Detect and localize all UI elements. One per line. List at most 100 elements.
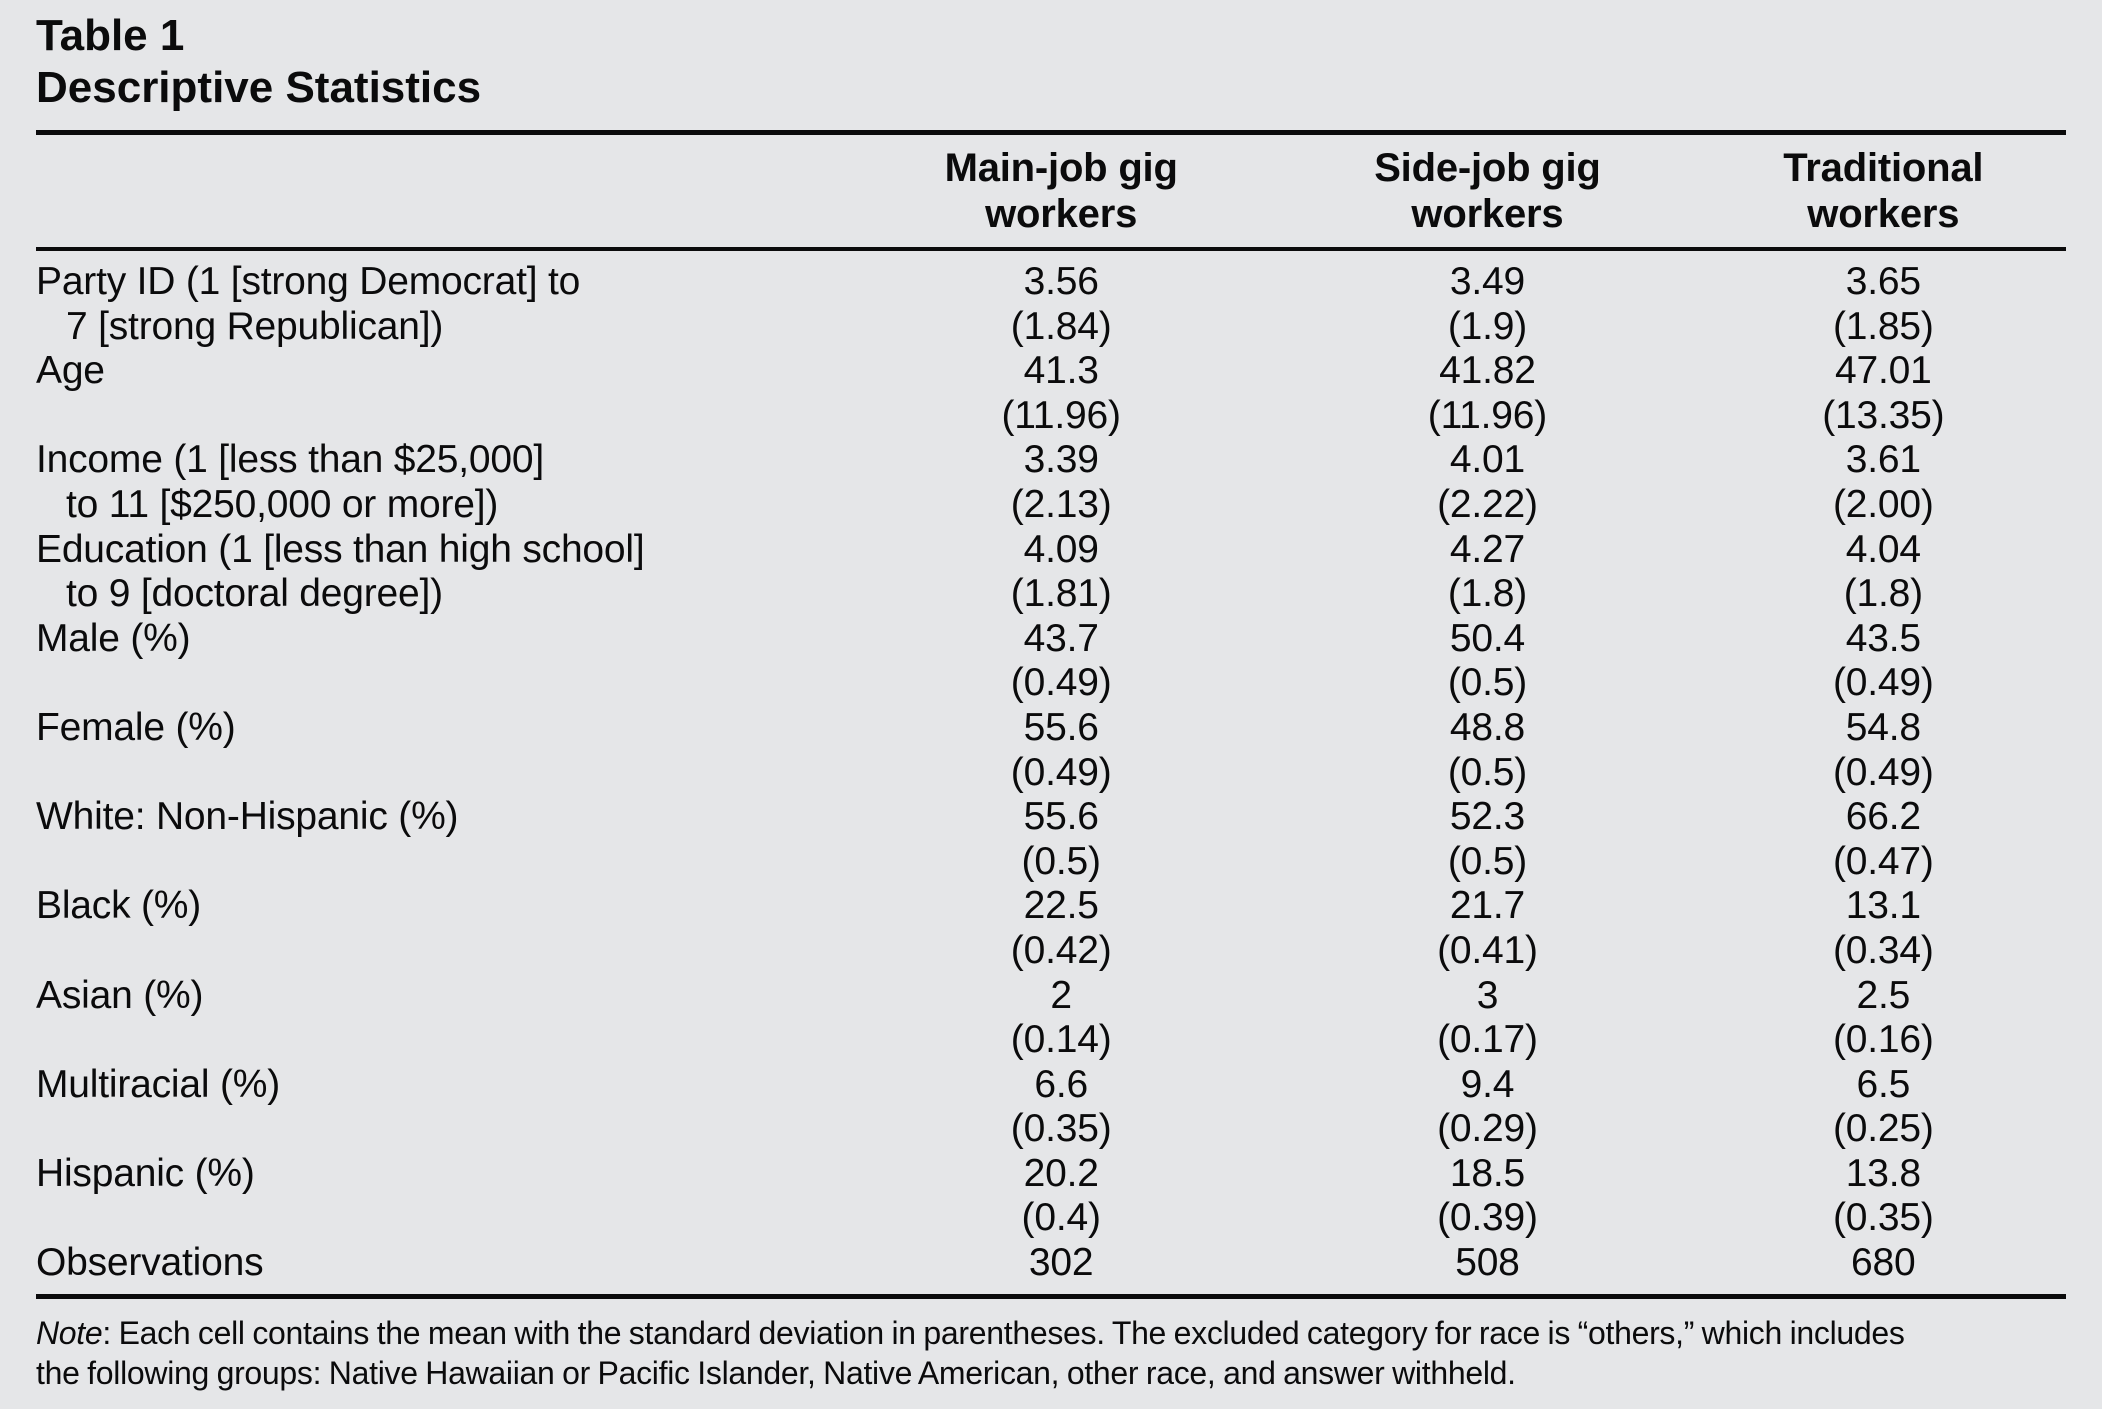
mean-value: 4.01	[1449, 438, 1525, 482]
row-label: Income (1 [less than $25,000]	[36, 438, 545, 482]
row-label: Male (%)	[36, 616, 191, 660]
mean-value: 3.61	[1845, 438, 1921, 482]
mean-value: 6.5	[1856, 1062, 1911, 1106]
mean-value: 47.01	[1834, 349, 1932, 393]
row-label: Hispanic (%)	[36, 1151, 255, 1195]
sd-value: (0.25)	[1832, 1107, 1934, 1151]
row-label: Party ID (1 [strong Democrat] to	[36, 260, 581, 303]
table-header: Main-job gig workers Side-job gig worker…	[36, 132, 2066, 251]
row-label-continued	[36, 661, 848, 706]
column-header-line: Main-job gig	[944, 146, 1178, 190]
mean-value: 4.09	[1023, 527, 1099, 571]
row-label-continued: to 9 [doctoral degree])	[66, 572, 443, 616]
column-header-line: workers	[1807, 192, 1960, 236]
sd-value: (0.47)	[1832, 839, 1934, 883]
table-row-mean: Observations 302 508 680	[36, 1241, 2066, 1296]
sd-value: (1.9)	[1447, 304, 1528, 348]
sd-value: (0.16)	[1832, 1018, 1934, 1062]
sd-value: (0.5)	[1447, 661, 1528, 705]
row-label-continued	[36, 1196, 848, 1241]
sd-value: (0.5)	[1021, 839, 1101, 883]
table-row-mean: White: Non-Hispanic (%) 55.6 52.3 66.2	[36, 795, 2066, 840]
table-row-mean: Female (%) 55.6 48.8 54.8	[36, 706, 2066, 751]
mean-value: 4.27	[1449, 527, 1525, 571]
table-row-sd: (0.42) (0.41) (0.34)	[36, 929, 2066, 974]
sd-value: (1.8)	[1447, 572, 1528, 616]
table-row-mean: Black (%) 22.5 21.7 13.1	[36, 884, 2066, 929]
column-header-line: Traditional	[1783, 146, 1984, 190]
mean-value: 3.39	[1023, 438, 1099, 482]
mean-value: 3.49	[1449, 260, 1525, 303]
mean-value: 66.2	[1845, 795, 1921, 839]
sd-value: (0.34)	[1832, 928, 1934, 972]
sd-value: (11.96)	[1001, 393, 1121, 437]
note-line-1: Note: Each cell contains the mean with t…	[36, 1313, 2066, 1353]
row-label-continued	[36, 1107, 848, 1152]
sd-value: (2.13)	[1010, 482, 1112, 526]
table-row-sd: to 9 [doctoral degree]) (1.81) (1.8) (1.8)	[36, 572, 2066, 617]
column-header-main-job-gig-workers: Main-job gig workers	[848, 132, 1275, 251]
mean-value: 4.04	[1845, 527, 1921, 571]
table-row-mean: Asian (%) 2 3 2.5	[36, 974, 2066, 1019]
mean-value: 43.7	[1023, 616, 1099, 660]
mean-value: 50.4	[1449, 616, 1525, 660]
note-label: Note	[36, 1314, 103, 1351]
mean-value: 508	[1455, 1241, 1520, 1285]
sd-value: (1.8)	[1843, 572, 1923, 616]
mean-value: 22.5	[1023, 884, 1099, 928]
descriptive-statistics-table: Main-job gig workers Side-job gig worker…	[36, 130, 2066, 1299]
sd-value: (0.17)	[1437, 1018, 1538, 1062]
mean-value: 54.8	[1845, 705, 1921, 749]
column-header-line: workers	[1411, 192, 1564, 236]
mean-value: 55.6	[1023, 705, 1099, 749]
mean-value: 18.5	[1449, 1151, 1525, 1195]
row-label: Education (1 [less than high school]	[36, 527, 645, 571]
sd-value: (0.49)	[1832, 750, 1934, 794]
mean-value: 3.56	[1023, 260, 1099, 303]
table-title: Table 1 Descriptive Statistics	[36, 10, 2066, 114]
sd-value: (0.49)	[1832, 661, 1934, 705]
row-label: Observations	[36, 1241, 264, 1285]
sd-value: (0.5)	[1447, 839, 1528, 883]
column-header-traditional-workers: Traditional workers	[1700, 132, 2066, 251]
sd-value: (0.35)	[1010, 1107, 1112, 1151]
row-label-continued	[36, 1018, 848, 1063]
table-row-sd: (0.49) (0.5) (0.49)	[36, 661, 2066, 706]
mean-value: 2	[1050, 973, 1072, 1017]
row-label-continued	[36, 751, 848, 796]
mean-value: 55.6	[1023, 795, 1099, 839]
mean-value: 20.2	[1023, 1151, 1099, 1195]
table-row-sd: 7 [strong Republican]) (1.84) (1.9) (1.85)	[36, 305, 2066, 350]
mean-value: 43.5	[1845, 616, 1921, 660]
row-label: Asian (%)	[36, 973, 204, 1017]
mean-value: 21.7	[1449, 884, 1525, 928]
row-label-continued	[36, 929, 848, 974]
mean-value: 41.3	[1023, 349, 1099, 393]
mean-value: 41.82	[1439, 349, 1536, 393]
table-body: Party ID (1 [strong Democrat] to 3.56 3.49…	[36, 249, 2066, 1296]
sd-value: (0.14)	[1010, 1018, 1112, 1062]
table-row-sd: (0.5) (0.5) (0.47)	[36, 840, 2066, 885]
mean-value: 302	[1028, 1241, 1094, 1285]
row-label-continued: 7 [strong Republican])	[66, 304, 444, 348]
table-row-mean: Age 41.3 41.82 47.01	[36, 349, 2066, 394]
table-row-sd: (0.14) (0.17) (0.16)	[36, 1018, 2066, 1063]
row-label-continued: to 11 [$250,000 or more])	[66, 482, 499, 526]
table-caption: Descriptive Statistics	[36, 63, 482, 112]
row-label: Female (%)	[36, 705, 236, 749]
table-row-mean: Hispanic (%) 20.2 18.5 13.8	[36, 1152, 2066, 1197]
row-label: Multiracial (%)	[36, 1062, 281, 1106]
table-row-mean: Income (1 [less than $25,000] 3.39 4.01 3.6…	[36, 438, 2066, 483]
sd-value: (11.96)	[1427, 393, 1548, 437]
mean-value: 13.8	[1845, 1151, 1921, 1195]
sd-value: (0.41)	[1437, 928, 1538, 972]
sd-value: (0.4)	[1021, 1196, 1101, 1240]
sd-value: (0.39)	[1437, 1196, 1538, 1240]
mean-value: 680	[1851, 1241, 1916, 1285]
table-row-mean: Education (1 [less than high school] 4.09…	[36, 528, 2066, 573]
sd-value: (2.00)	[1832, 482, 1934, 526]
sd-value: (0.49)	[1010, 750, 1112, 794]
row-label-continued	[36, 394, 848, 439]
table-row-sd: (0.49) (0.5) (0.49)	[36, 751, 2066, 796]
